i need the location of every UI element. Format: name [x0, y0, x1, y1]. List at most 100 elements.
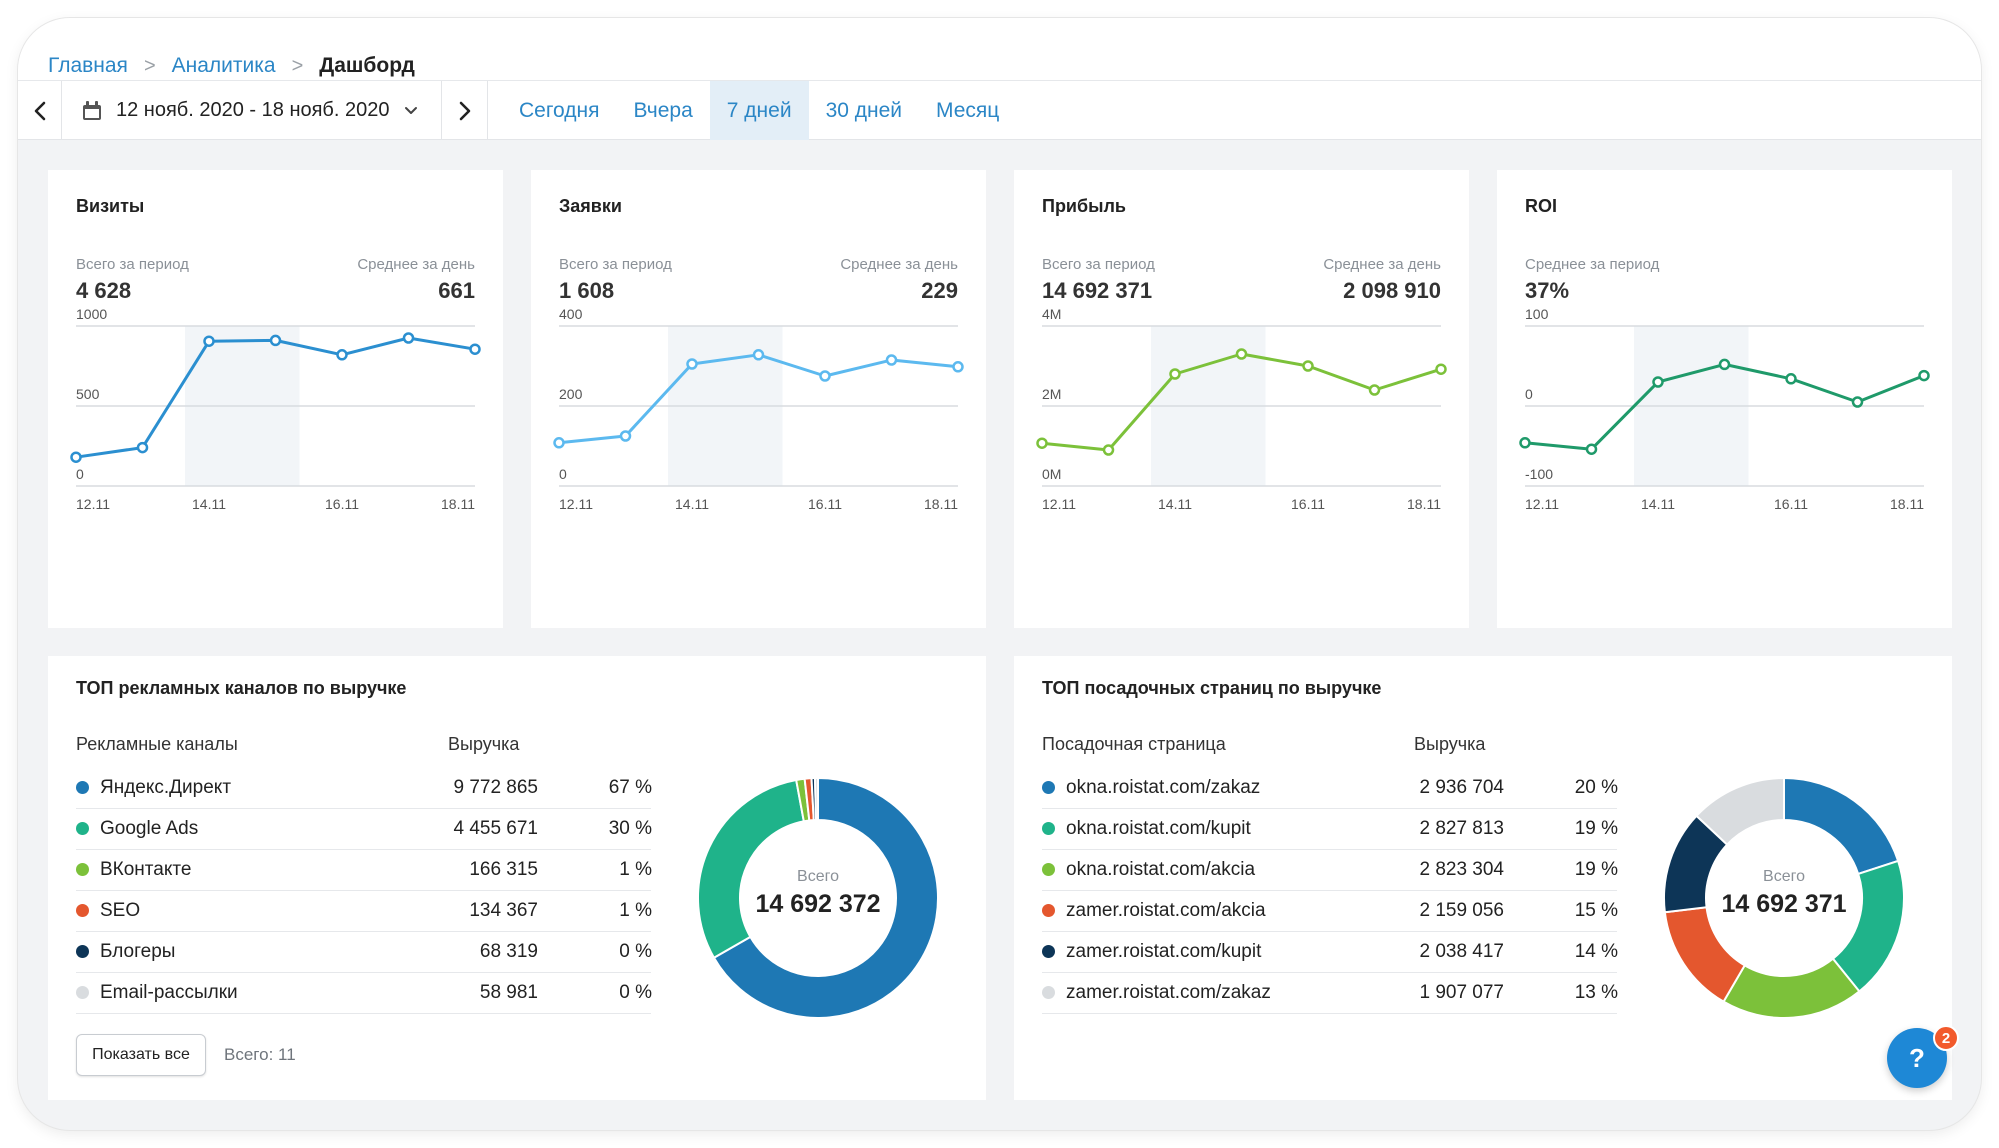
- row-value: 134 367: [469, 900, 538, 921]
- row-value: 2 159 056: [1419, 900, 1504, 921]
- data-point[interactable]: [1652, 376, 1664, 388]
- period-yesterday[interactable]: Вчера: [633, 98, 693, 122]
- breadcrumb-analytics-link[interactable]: Аналитика: [171, 54, 276, 77]
- previous-period-button[interactable]: [18, 81, 62, 140]
- data-point[interactable]: [1785, 373, 1797, 385]
- legend-dot: [1042, 986, 1055, 999]
- kpi-avg-label: Среднее за день: [357, 256, 475, 273]
- channels-col-name: Рекламные каналы: [76, 734, 238, 754]
- table-row[interactable]: Email-рассылки 58 981 0 %: [76, 973, 652, 1014]
- show-all-button[interactable]: Показать все: [76, 1034, 206, 1076]
- y-tick-label: 100: [1525, 306, 1549, 322]
- donut-slice[interactable]: [813, 776, 819, 822]
- data-point[interactable]: [1235, 348, 1248, 360]
- table-row[interactable]: Яндекс.Директ 9 772 865 67 %: [76, 768, 652, 809]
- donut-slice[interactable]: [712, 776, 939, 1019]
- donut-slice[interactable]: [1695, 776, 1785, 847]
- donut-slice[interactable]: [697, 778, 805, 960]
- data-point[interactable]: [336, 349, 348, 361]
- date-range-picker[interactable]: 12 нояб. 2020 - 18 нояб. 2020: [62, 81, 442, 140]
- data-point[interactable]: [1169, 368, 1181, 380]
- header: Главная > Аналитика > Дашборд 12 нояб. 2…: [18, 18, 1981, 140]
- table-row[interactable]: zamer.roistat.com/akcia 2 159 056 15 %: [1042, 891, 1618, 932]
- data-point[interactable]: [1102, 444, 1115, 456]
- row-value: 2 038 417: [1419, 941, 1504, 962]
- row-percent: 67 %: [608, 777, 652, 798]
- table-row[interactable]: okna.roistat.com/akcia 2 823 304 19 %: [1042, 850, 1618, 891]
- breadcrumb-home-link[interactable]: Главная: [48, 54, 128, 77]
- row-value: 58 981: [479, 982, 538, 1003]
- donut-slice[interactable]: [1663, 906, 1747, 1004]
- table-row[interactable]: Блогеры 68 319 0 %: [76, 932, 652, 973]
- x-tick-label: 12.11: [1042, 496, 1076, 512]
- pages-col-name: Посадочная страница: [1042, 734, 1226, 754]
- row-value: 2 823 304: [1419, 859, 1504, 880]
- table-row[interactable]: zamer.roistat.com/kupit 2 038 417 14 %: [1042, 932, 1618, 973]
- kpi-title: Прибыль: [1042, 196, 1126, 216]
- table-row[interactable]: zamer.roistat.com/zakaz 1 907 077 13 %: [1042, 973, 1618, 1014]
- data-point[interactable]: [402, 332, 415, 344]
- data-point[interactable]: [70, 451, 82, 463]
- table-row[interactable]: Google Ads 4 455 671 30 %: [76, 809, 652, 850]
- channels-title: ТОП рекламных каналов по выручке: [76, 678, 407, 698]
- data-point[interactable]: [136, 441, 149, 454]
- row-value: 1 907 077: [1419, 982, 1504, 1003]
- data-point[interactable]: [1368, 384, 1381, 396]
- row-name: ВКонтакте: [100, 859, 192, 880]
- data-point[interactable]: [819, 370, 831, 382]
- data-point[interactable]: [1435, 363, 1447, 375]
- data-point[interactable]: [1851, 396, 1864, 408]
- data-point[interactable]: [885, 354, 898, 366]
- x-tick-label: 18.11: [924, 496, 958, 512]
- data-point[interactable]: [752, 349, 765, 361]
- data-point[interactable]: [469, 343, 481, 355]
- channels-col-value: Выручка: [448, 734, 520, 754]
- pages-donut-chart: [1663, 776, 1905, 1019]
- data-point[interactable]: [1519, 437, 1531, 449]
- period-7-days[interactable]: 7 дней: [709, 81, 809, 140]
- y-tick-label: 200: [559, 386, 583, 402]
- data-point[interactable]: [1585, 443, 1598, 455]
- kpi-total-value: 37%: [1525, 278, 1570, 303]
- row-percent: 15 %: [1574, 900, 1618, 921]
- x-tick-label: 14.11: [675, 496, 709, 512]
- data-point[interactable]: [619, 430, 632, 442]
- row-name: Google Ads: [100, 818, 199, 839]
- period-month[interactable]: Месяц: [936, 98, 1000, 122]
- question-icon: ?: [1909, 1042, 1925, 1073]
- table-row[interactable]: SEO 134 367 1 %: [76, 891, 652, 932]
- x-tick-label: 18.11: [1407, 496, 1441, 512]
- data-point[interactable]: [1302, 360, 1314, 372]
- row-value: 2 936 704: [1419, 777, 1504, 798]
- data-point[interactable]: [1036, 437, 1048, 449]
- row-percent: 1 %: [619, 900, 652, 921]
- chevron-down-icon: [404, 106, 417, 114]
- table-row[interactable]: okna.roistat.com/kupit 2 827 813 19 %: [1042, 809, 1618, 850]
- period-30-days[interactable]: 30 дней: [825, 98, 903, 122]
- data-point[interactable]: [1918, 369, 1930, 382]
- data-point[interactable]: [952, 361, 964, 373]
- row-value: 4 455 671: [453, 818, 538, 839]
- x-tick-label: 18.11: [1890, 496, 1924, 512]
- data-point[interactable]: [686, 358, 698, 370]
- pages-donut-center: Всего 14 692 371: [1684, 868, 1884, 919]
- row-percent: 14 %: [1574, 941, 1618, 962]
- donut-slice[interactable]: [1783, 776, 1900, 876]
- data-point[interactable]: [1718, 358, 1731, 371]
- period-today[interactable]: Сегодня: [519, 98, 600, 122]
- x-tick-label: 12.11: [76, 496, 110, 512]
- visits-line-chart: 0 500 1000 12.11 14.11 16.11 18.11: [70, 306, 481, 512]
- pages-title: ТОП посадочных страниц по выручке: [1042, 678, 1382, 698]
- table-row[interactable]: okna.roistat.com/zakaz 2 936 704 20 %: [1042, 768, 1618, 809]
- calendar-icon: [83, 100, 101, 120]
- x-tick-label: 14.11: [1641, 496, 1675, 512]
- next-period-button[interactable]: [442, 81, 488, 140]
- data-point[interactable]: [203, 335, 215, 347]
- table-row[interactable]: ВКонтакте 166 315 1 %: [76, 850, 652, 891]
- row-percent: 0 %: [619, 941, 652, 962]
- breadcrumb-current: Дашборд: [319, 54, 415, 77]
- kpi-title: Заявки: [559, 196, 622, 216]
- kpi-total-label: Всего за период: [76, 256, 189, 273]
- data-point[interactable]: [553, 437, 565, 449]
- data-point[interactable]: [269, 334, 282, 347]
